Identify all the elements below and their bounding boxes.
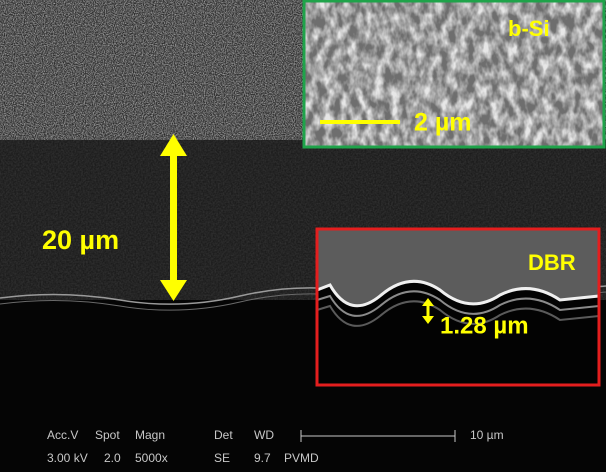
info-value: SE	[214, 451, 230, 465]
info-value: PVMD	[284, 451, 319, 465]
info-header: Det	[214, 428, 233, 442]
info-value: 2.0	[104, 451, 121, 465]
thickness-arrow	[160, 134, 187, 301]
info-header: WD	[254, 428, 274, 442]
inset-dbr	[315, 227, 601, 387]
inset-bsi	[302, 0, 606, 149]
scale-label: 2 µm	[414, 109, 471, 137]
period-label: 1.28 µm	[440, 312, 529, 339]
info-value: 3.00 kV	[47, 451, 88, 465]
info-bar: Acc.V Spot Magn Det WD 3.00 kV 2.0 5000x…	[47, 428, 504, 465]
info-header: Spot	[95, 428, 120, 442]
info-header: Acc.V	[47, 428, 78, 442]
inset-label: b-Si	[508, 16, 550, 41]
info-value: 5000x	[135, 451, 168, 465]
scale-label: 10 µm	[470, 428, 504, 442]
info-value: 9.7	[254, 451, 271, 465]
scale-bar	[300, 430, 456, 442]
info-header: Magn	[135, 428, 165, 442]
thickness-label: 20 µm	[42, 225, 119, 255]
inset-label: DBR	[528, 250, 576, 275]
